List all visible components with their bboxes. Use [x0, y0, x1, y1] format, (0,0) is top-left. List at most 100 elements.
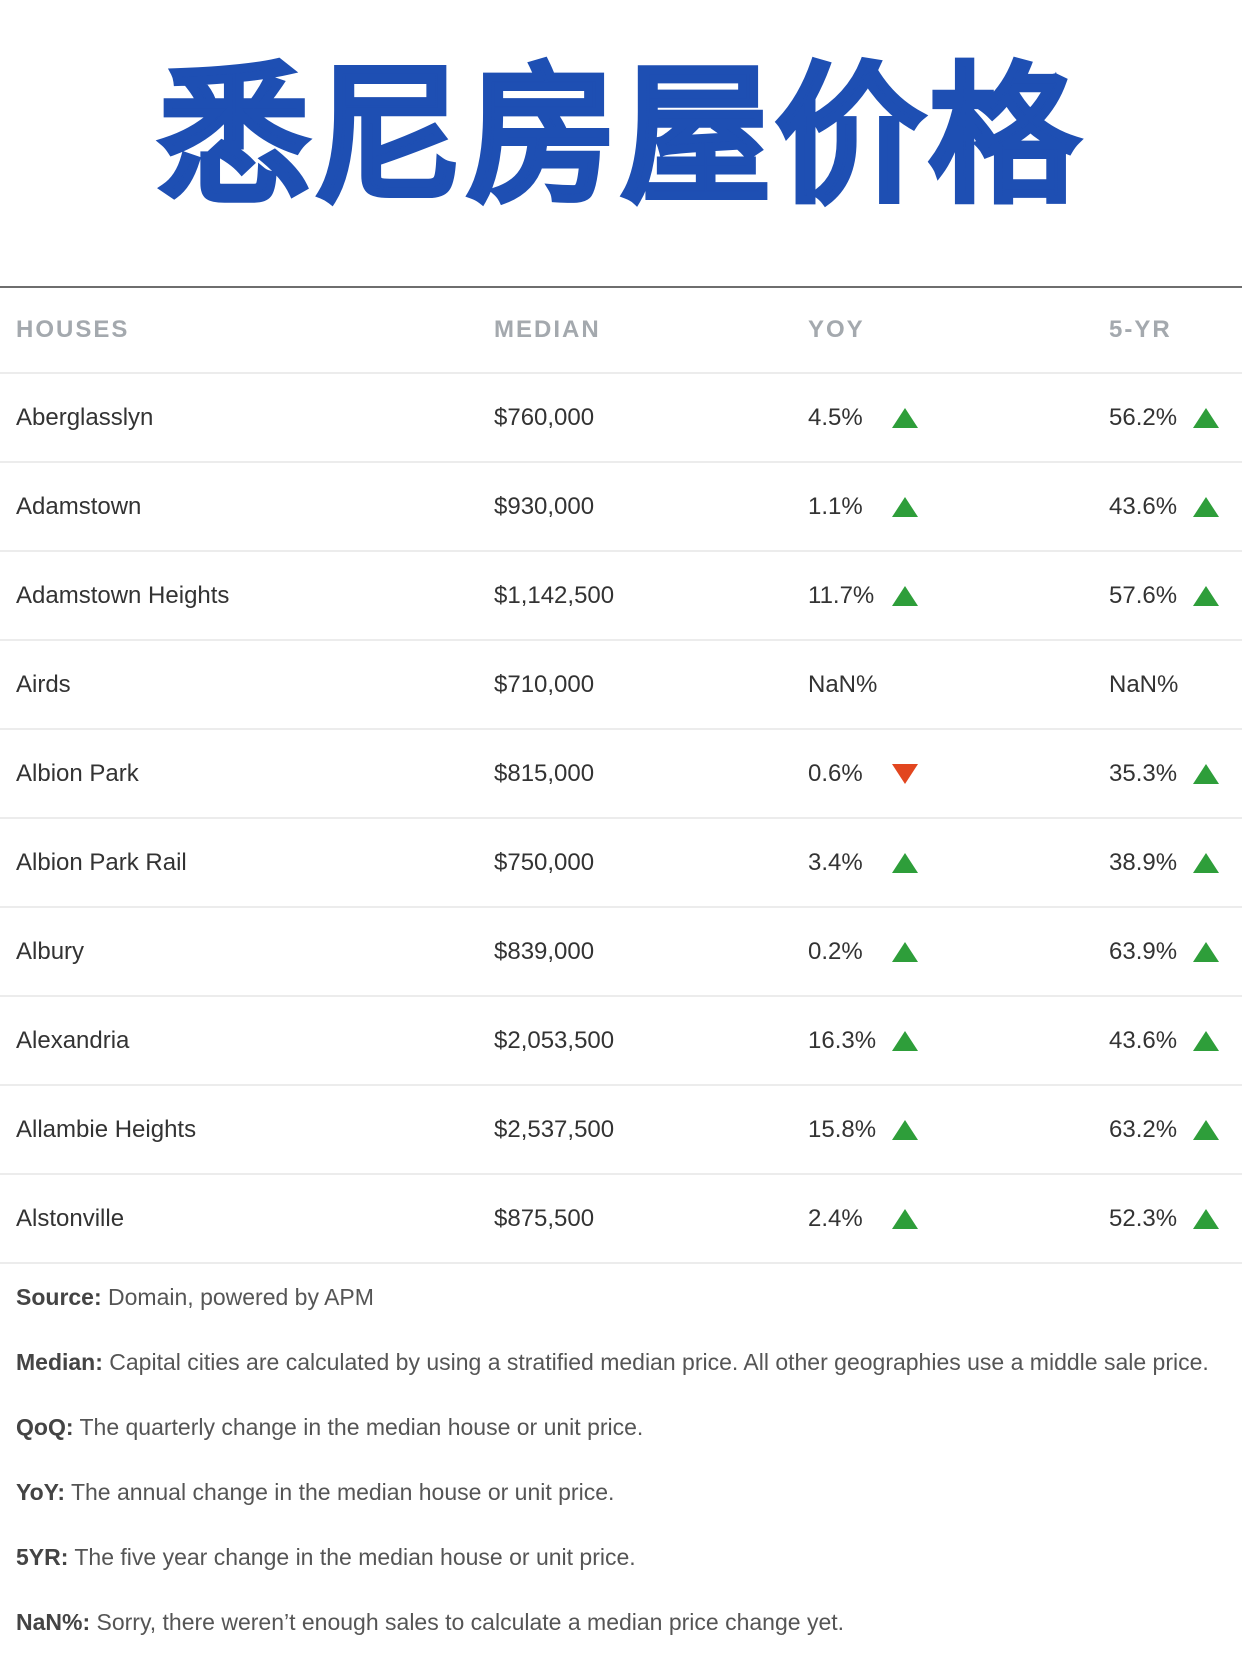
header-5yr: 5-YR — [1109, 316, 1172, 343]
triangle-up-icon — [892, 852, 918, 873]
five-year-change: 63.9% — [1109, 937, 1178, 965]
table-header-row: HOUSES MEDIAN YOY 5-YR — [0, 288, 1242, 374]
five-year-change: 63.2% — [1109, 1115, 1178, 1143]
five-year-trend-cell — [1191, 374, 1221, 461]
footnote-text: The quarterly change in the median house… — [73, 1414, 644, 1440]
yoy-trend-cell — [890, 1175, 920, 1262]
five-year-change: 56.2% — [1109, 403, 1178, 431]
yoy-trend-cell — [890, 997, 920, 1084]
yoy-change: 2.4% — [808, 1204, 863, 1232]
triangle-up-icon — [1193, 852, 1219, 873]
table-row: Allambie Heights $2,537,500 15.8% 63.2% — [0, 1086, 1242, 1175]
page-title: 悉尼房屋价格 — [157, 48, 1083, 226]
table-footnotes: Source: Domain, powered by APM Median: Ca… — [16, 1282, 1231, 1672]
suburb-name: Albury — [16, 937, 85, 965]
footnote-text: Domain, powered by APM — [101, 1284, 374, 1310]
triangle-up-icon — [892, 1208, 918, 1229]
table-row: Albion Park Rail $750,000 3.4% 38.9% — [0, 819, 1242, 908]
yoy-change: 0.2% — [808, 937, 863, 965]
table-row: Alstonville $875,500 2.4% 52.3% — [0, 1175, 1242, 1264]
suburb-name: Alstonville — [16, 1204, 125, 1232]
five-year-change: 52.3% — [1109, 1204, 1178, 1232]
footnote-text: The annual change in the median house or… — [64, 1479, 615, 1505]
yoy-trend-cell — [890, 552, 920, 639]
five-year-trend-cell — [1191, 819, 1221, 906]
yoy-trend-cell — [890, 463, 920, 550]
triangle-up-icon — [892, 941, 918, 962]
footnote-text: Sorry, there weren’t enough sales to cal… — [90, 1609, 845, 1635]
median-price: $750,000 — [494, 848, 595, 876]
five-year-trend-cell — [1191, 1175, 1221, 1262]
yoy-change: 15.8% — [808, 1115, 877, 1143]
median-price: $1,142,500 — [494, 581, 615, 609]
yoy-trend-cell — [890, 730, 920, 817]
footnote: NaN%: Sorry, there weren’t enough sales … — [16, 1607, 1231, 1672]
triangle-up-icon — [892, 1030, 918, 1051]
median-price: $710,000 — [494, 670, 595, 698]
suburb-name: Allambie Heights — [16, 1115, 197, 1143]
footnote-label: Median: — [16, 1349, 103, 1375]
five-year-change: 43.6% — [1109, 492, 1178, 520]
suburb-name: Alexandria — [16, 1026, 130, 1054]
five-year-trend-cell — [1191, 997, 1221, 1084]
header-houses: HOUSES — [16, 316, 130, 343]
yoy-trend-cell — [890, 908, 920, 995]
yoy-change: 0.6% — [808, 759, 863, 787]
footnote: Median: Capital cities are calculated by… — [16, 1347, 1231, 1412]
five-year-change: NaN% — [1109, 670, 1179, 698]
triangle-up-icon — [1193, 1030, 1219, 1051]
triangle-down-icon — [892, 763, 918, 784]
yoy-trend-cell — [890, 1086, 920, 1173]
five-year-change: 43.6% — [1109, 1026, 1178, 1054]
five-year-trend-cell — [1191, 463, 1221, 550]
footnote-label: Source: — [16, 1284, 102, 1310]
triangle-up-icon — [892, 407, 918, 428]
five-year-change: 57.6% — [1109, 581, 1178, 609]
table-row: Alexandria $2,053,500 16.3% 43.6% — [0, 997, 1242, 1086]
yoy-trend-cell — [890, 641, 920, 728]
footnote: YoY: The annual change in the median hou… — [16, 1477, 1231, 1542]
footnote: Source: Domain, powered by APM — [16, 1282, 1231, 1347]
table-row: Aberglasslyn $760,000 4.5% 56.2% — [0, 374, 1242, 463]
suburb-name: Adamstown — [16, 492, 142, 520]
triangle-up-icon — [1193, 496, 1219, 517]
table-row: Adamstown Heights $1,142,500 11.7% 57.6% — [0, 552, 1242, 641]
table-body: Aberglasslyn $760,000 4.5% 56.2% Adamstown $9… — [0, 374, 1242, 1264]
five-year-trend-cell — [1191, 1086, 1221, 1173]
header-median: MEDIAN — [494, 316, 601, 343]
median-price: $2,537,500 — [494, 1115, 615, 1143]
median-price: $760,000 — [494, 403, 595, 431]
triangle-up-icon — [892, 585, 918, 606]
triangle-up-icon — [892, 1119, 918, 1140]
yoy-change: NaN% — [808, 670, 878, 698]
footnote-label: YoY: — [16, 1479, 65, 1505]
footnote: QoQ: The quarterly change in the median … — [16, 1412, 1231, 1477]
triangle-up-icon — [1193, 763, 1219, 784]
yoy-change: 11.7% — [808, 581, 875, 609]
median-price: $875,500 — [494, 1204, 595, 1232]
footnote: 5YR: The five year change in the median … — [16, 1542, 1231, 1607]
table-top-divider — [0, 286, 1242, 288]
suburb-name: Albion Park Rail — [16, 848, 187, 876]
footnote-label: QoQ: — [16, 1414, 74, 1440]
five-year-change: 38.9% — [1109, 848, 1178, 876]
house-price-table: HOUSES MEDIAN YOY 5-YR Aberglasslyn $760,… — [0, 286, 1242, 1264]
footnote-text: Capital cities are calculated by using a… — [102, 1349, 1209, 1375]
table-row: Adamstown $930,000 1.1% 43.6% — [0, 463, 1242, 552]
triangle-up-icon — [1193, 1208, 1219, 1229]
table-row: Albury $839,000 0.2% 63.9% — [0, 908, 1242, 997]
yoy-change: 4.5% — [808, 403, 863, 431]
table-row: Albion Park $815,000 0.6% 35.3% — [0, 730, 1242, 819]
suburb-name: Albion Park — [16, 759, 139, 787]
yoy-change: 16.3% — [808, 1026, 877, 1054]
five-year-trend-cell — [1191, 908, 1221, 995]
yoy-trend-cell — [890, 374, 920, 461]
suburb-name: Airds — [16, 670, 71, 698]
yoy-trend-cell — [890, 819, 920, 906]
triangle-up-icon — [892, 496, 918, 517]
header-yoy: YOY — [808, 316, 865, 343]
triangle-up-icon — [1193, 941, 1219, 962]
median-price: $2,053,500 — [494, 1026, 615, 1054]
median-price: $930,000 — [494, 492, 595, 520]
five-year-trend-cell — [1191, 641, 1221, 728]
